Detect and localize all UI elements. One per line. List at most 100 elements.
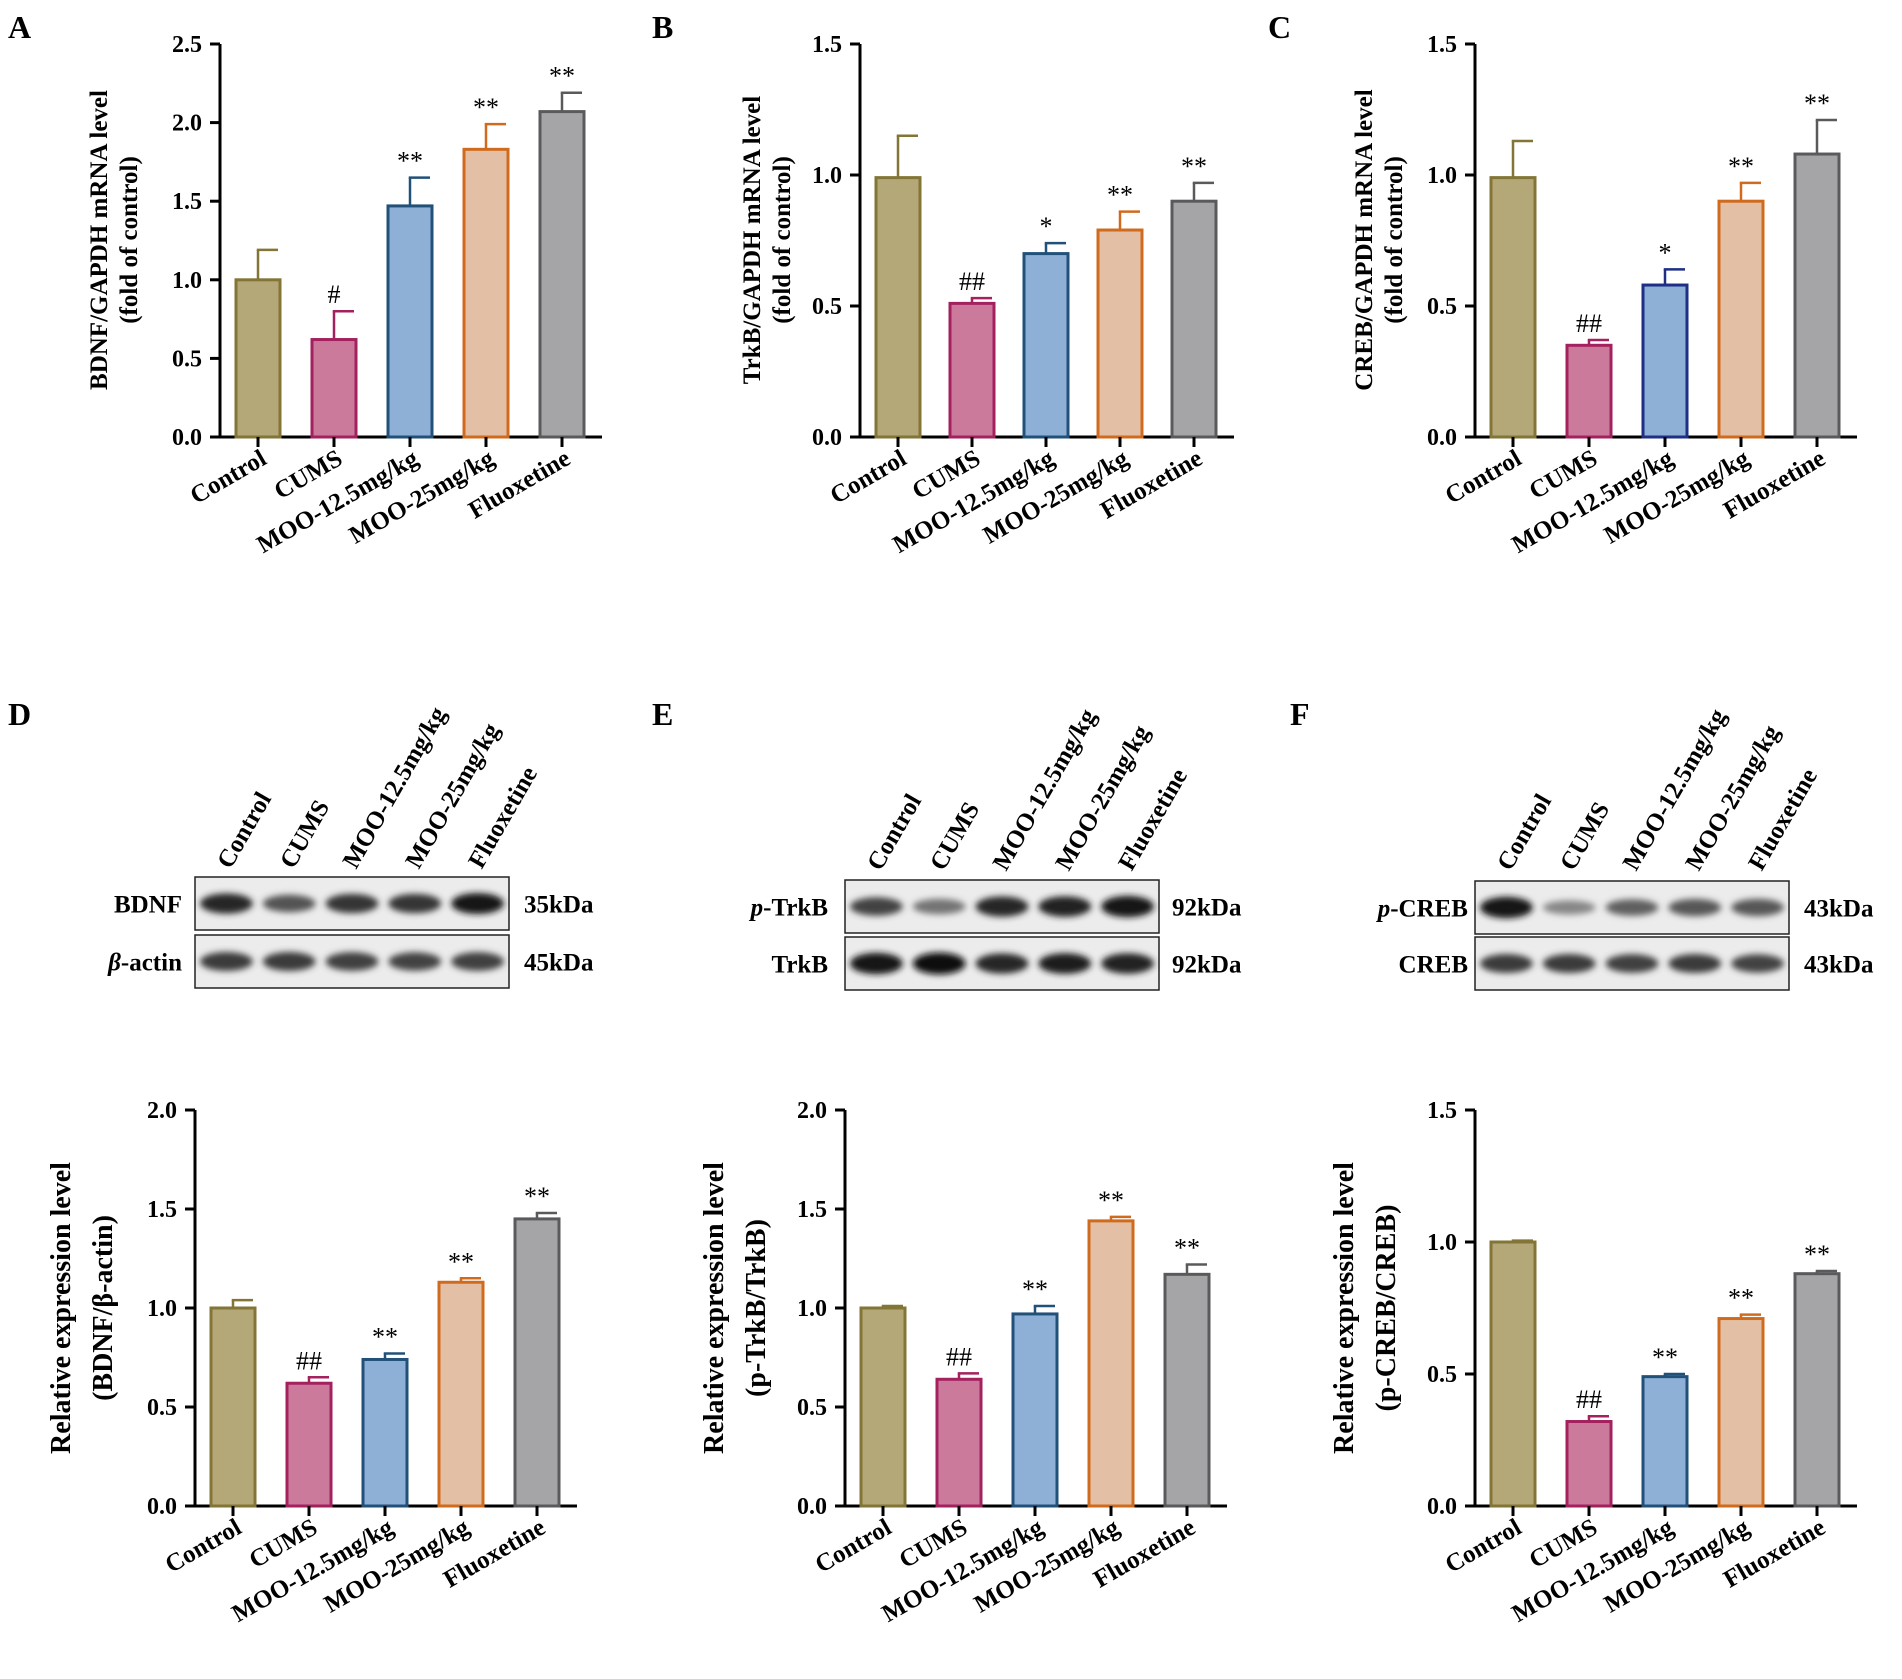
- significance-mark: **: [1804, 89, 1830, 118]
- significance-mark: **: [372, 1323, 398, 1352]
- bar-cums: [1565, 1420, 1613, 1508]
- panel-label-e: E: [652, 696, 673, 732]
- bar-moo-12-5mg-kg: [1011, 1312, 1059, 1508]
- bar-control: [234, 278, 282, 439]
- blot-band: [1731, 898, 1784, 917]
- blot-band: [1038, 953, 1092, 974]
- chart-b: 0.00.51.01.5Control##CUMS*MOO-12.5mg/kg*…: [739, 32, 1234, 559]
- blot-row-label-text: -TrkB: [763, 895, 828, 922]
- significance-mark: ##: [946, 1342, 972, 1371]
- y-tick-label: 0.5: [1427, 1362, 1457, 1388]
- y-tick-label: 0.0: [1427, 425, 1457, 451]
- bar-moo-25mg-kg: [1096, 228, 1144, 439]
- y-axis-title: (fold of control): [116, 156, 143, 324]
- blot-band: [912, 952, 966, 975]
- bar-fluoxetine: [1170, 199, 1218, 439]
- blot-band: [1605, 899, 1659, 916]
- significance-mark: **: [1174, 1233, 1200, 1262]
- significance-mark: **: [524, 1182, 550, 1211]
- blot-row-label: p-TrkB: [749, 895, 828, 922]
- blot-band: [1668, 898, 1722, 917]
- blot-band: [1101, 895, 1154, 918]
- significance-mark: **: [1022, 1275, 1048, 1304]
- blot-band: [1480, 954, 1533, 973]
- y-axis-title: Relative expression level: [699, 1162, 730, 1454]
- blot-band: [1542, 954, 1596, 973]
- blot-band: [1668, 954, 1722, 973]
- y-axis-title: (BDNF/β-actin): [88, 1215, 119, 1401]
- bar-fluoxetine: [538, 110, 586, 439]
- y-tick-label: 2.0: [797, 1098, 827, 1124]
- y-axis-title: (p-CREB/CREB): [1371, 1205, 1402, 1412]
- blot-row-label-text: CREB: [1399, 952, 1468, 979]
- y-tick-label: 1.5: [1427, 1098, 1457, 1124]
- panel-label-a: A: [8, 9, 31, 45]
- bar-control: [1489, 1240, 1537, 1508]
- significance-mark: **: [549, 62, 575, 91]
- bar-moo-12-5mg-kg: [361, 1357, 409, 1508]
- blot-band: [912, 898, 966, 915]
- blot-band: [1480, 896, 1533, 919]
- y-axis-title: TrkB/GAPDH mRNA level: [739, 96, 766, 384]
- blot-band: [200, 893, 253, 914]
- bar-cums: [310, 338, 358, 439]
- significance-mark: **: [1181, 152, 1207, 181]
- blot-kda-label: 92kDa: [1172, 952, 1242, 979]
- bar-control: [1489, 176, 1537, 439]
- significance-mark: ##: [1576, 309, 1602, 338]
- y-tick-label: 1.5: [147, 1197, 177, 1223]
- y-tick-label: 2.0: [172, 111, 202, 137]
- y-tick-label: 0.5: [172, 346, 202, 372]
- bar-moo-25mg-kg: [1717, 199, 1765, 439]
- blot-band: [975, 953, 1029, 974]
- lane-label: Control: [862, 790, 927, 875]
- lane-label: Control: [1492, 790, 1557, 875]
- blot-band: [325, 893, 379, 914]
- bar-fluoxetine: [1163, 1272, 1211, 1508]
- y-axis-title: CREB/GAPDH mRNA level: [1351, 89, 1378, 390]
- significance-mark: **: [397, 147, 423, 176]
- bar-control: [859, 1306, 907, 1508]
- category-label: Control: [811, 1514, 896, 1579]
- panel-label-c: C: [1268, 9, 1291, 45]
- blot-band: [1605, 954, 1659, 973]
- blot-band: [1038, 896, 1092, 917]
- blot-row-label: BDNF: [114, 892, 182, 919]
- bar-control: [874, 176, 922, 439]
- bar-cums: [1565, 343, 1613, 439]
- blot-row-label-prefix: β: [107, 950, 121, 977]
- blot-kda-label: 43kDa: [1804, 952, 1874, 979]
- y-tick-label: 0.5: [147, 1395, 177, 1421]
- y-axis-title: Relative expression level: [46, 1162, 77, 1454]
- bar-moo-25mg-kg: [437, 1280, 485, 1508]
- blot-band: [451, 892, 504, 915]
- bar-moo-25mg-kg: [1087, 1219, 1135, 1508]
- bar-moo-12-5mg-kg: [1641, 1375, 1689, 1508]
- y-tick-label: 1.5: [172, 189, 202, 215]
- chart-c: 0.00.51.01.5Control##CUMS*MOO-12.5mg/kg*…: [1351, 32, 1857, 559]
- significance-mark: ##: [296, 1346, 322, 1375]
- y-tick-label: 1.0: [1427, 163, 1457, 189]
- y-tick-label: 1.5: [797, 1197, 827, 1223]
- significance-mark: *: [1659, 238, 1672, 267]
- blot-band: [325, 952, 379, 971]
- y-tick-label: 1.0: [812, 163, 842, 189]
- blot-row-label-text: -CREB: [1390, 896, 1468, 923]
- blot-row-label-text: TrkB: [772, 952, 829, 979]
- bar-fluoxetine: [1793, 1272, 1841, 1508]
- bar-cums: [948, 301, 996, 439]
- y-tick-label: 2.0: [147, 1098, 177, 1124]
- lane-label: CUMS: [275, 796, 335, 873]
- bar-moo-25mg-kg: [1717, 1317, 1765, 1508]
- blot-band: [1542, 900, 1596, 915]
- y-axis-title: (p-TrkB/TrkB): [741, 1219, 772, 1397]
- bar-moo-12-5mg-kg: [1641, 283, 1689, 439]
- bar-moo-12-5mg-kg: [386, 204, 434, 439]
- y-tick-label: 1.0: [172, 268, 202, 294]
- blot-row-label-text: BDNF: [114, 892, 182, 919]
- bar-control: [209, 1306, 257, 1508]
- y-tick-label: 1.0: [797, 1296, 827, 1322]
- blot-row-label: β-actin: [107, 950, 182, 977]
- y-tick-label: 0.0: [147, 1494, 177, 1520]
